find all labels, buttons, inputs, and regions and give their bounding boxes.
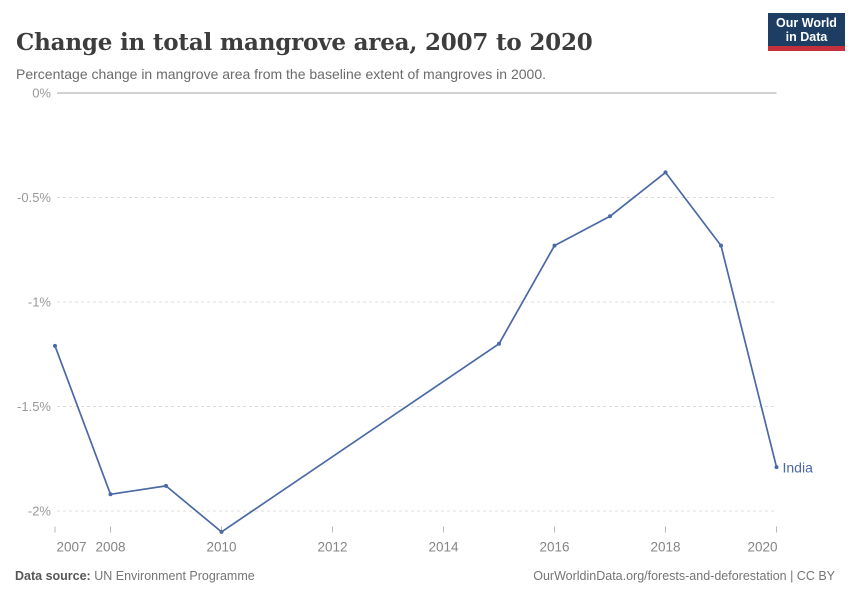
data-point[interactable] <box>219 529 224 534</box>
data-point[interactable] <box>719 243 723 248</box>
y-axis-tick-label: -1% <box>28 295 52 310</box>
y-axis-tick-label: -1.5% <box>17 399 51 414</box>
credit-line: OurWorldinData.org/forests-and-deforesta… <box>533 569 835 583</box>
y-axis-tick-label: 0% <box>32 86 51 101</box>
data-point[interactable] <box>164 483 168 488</box>
series-line-india[interactable] <box>54 171 778 533</box>
line-chart[interactable]: 0% -0.5% -1% -1.5% -2% 2007 2008 2010 2012 2014 20… <box>0 0 850 560</box>
data-point[interactable] <box>53 343 57 348</box>
data-point[interactable] <box>608 214 612 219</box>
data-source-label: Data source: <box>15 569 91 583</box>
series-label-india[interactable]: India <box>783 460 814 476</box>
x-axis-tick-label: 2014 <box>428 540 459 555</box>
data-point[interactable] <box>552 243 557 248</box>
data-point[interactable] <box>663 170 668 175</box>
data-source: Data source: UN Environment Programme <box>15 569 255 583</box>
y-axis-tick-label: -0.5% <box>17 190 51 205</box>
y-axis-tick-label: -2% <box>28 504 52 519</box>
chart-subtitle: Percentage change in mangrove area from … <box>16 66 546 82</box>
x-axis-tick-label: 2007 <box>57 540 87 555</box>
x-axis-tick-label: 2008 <box>95 540 125 555</box>
x-axis-tick-label: 2020 <box>747 540 777 555</box>
x-axis-tick-label: 2010 <box>206 540 236 555</box>
owid-logo-line2: in Data <box>785 30 828 44</box>
x-axis-tick-label: 2016 <box>539 540 569 555</box>
owid-logo-line1: Our World <box>776 16 837 30</box>
x-axis-tick-label: 2012 <box>317 540 347 555</box>
owid-logo: Our World in Data <box>768 13 845 51</box>
x-axis-tick-label: 2018 <box>650 540 680 555</box>
data-source-value: UN Environment Programme <box>94 569 255 583</box>
data-point[interactable] <box>497 341 501 346</box>
data-point[interactable] <box>774 465 779 470</box>
data-point[interactable] <box>108 492 113 497</box>
chart-title: Change in total mangrove area, 2007 to 2… <box>16 29 593 57</box>
